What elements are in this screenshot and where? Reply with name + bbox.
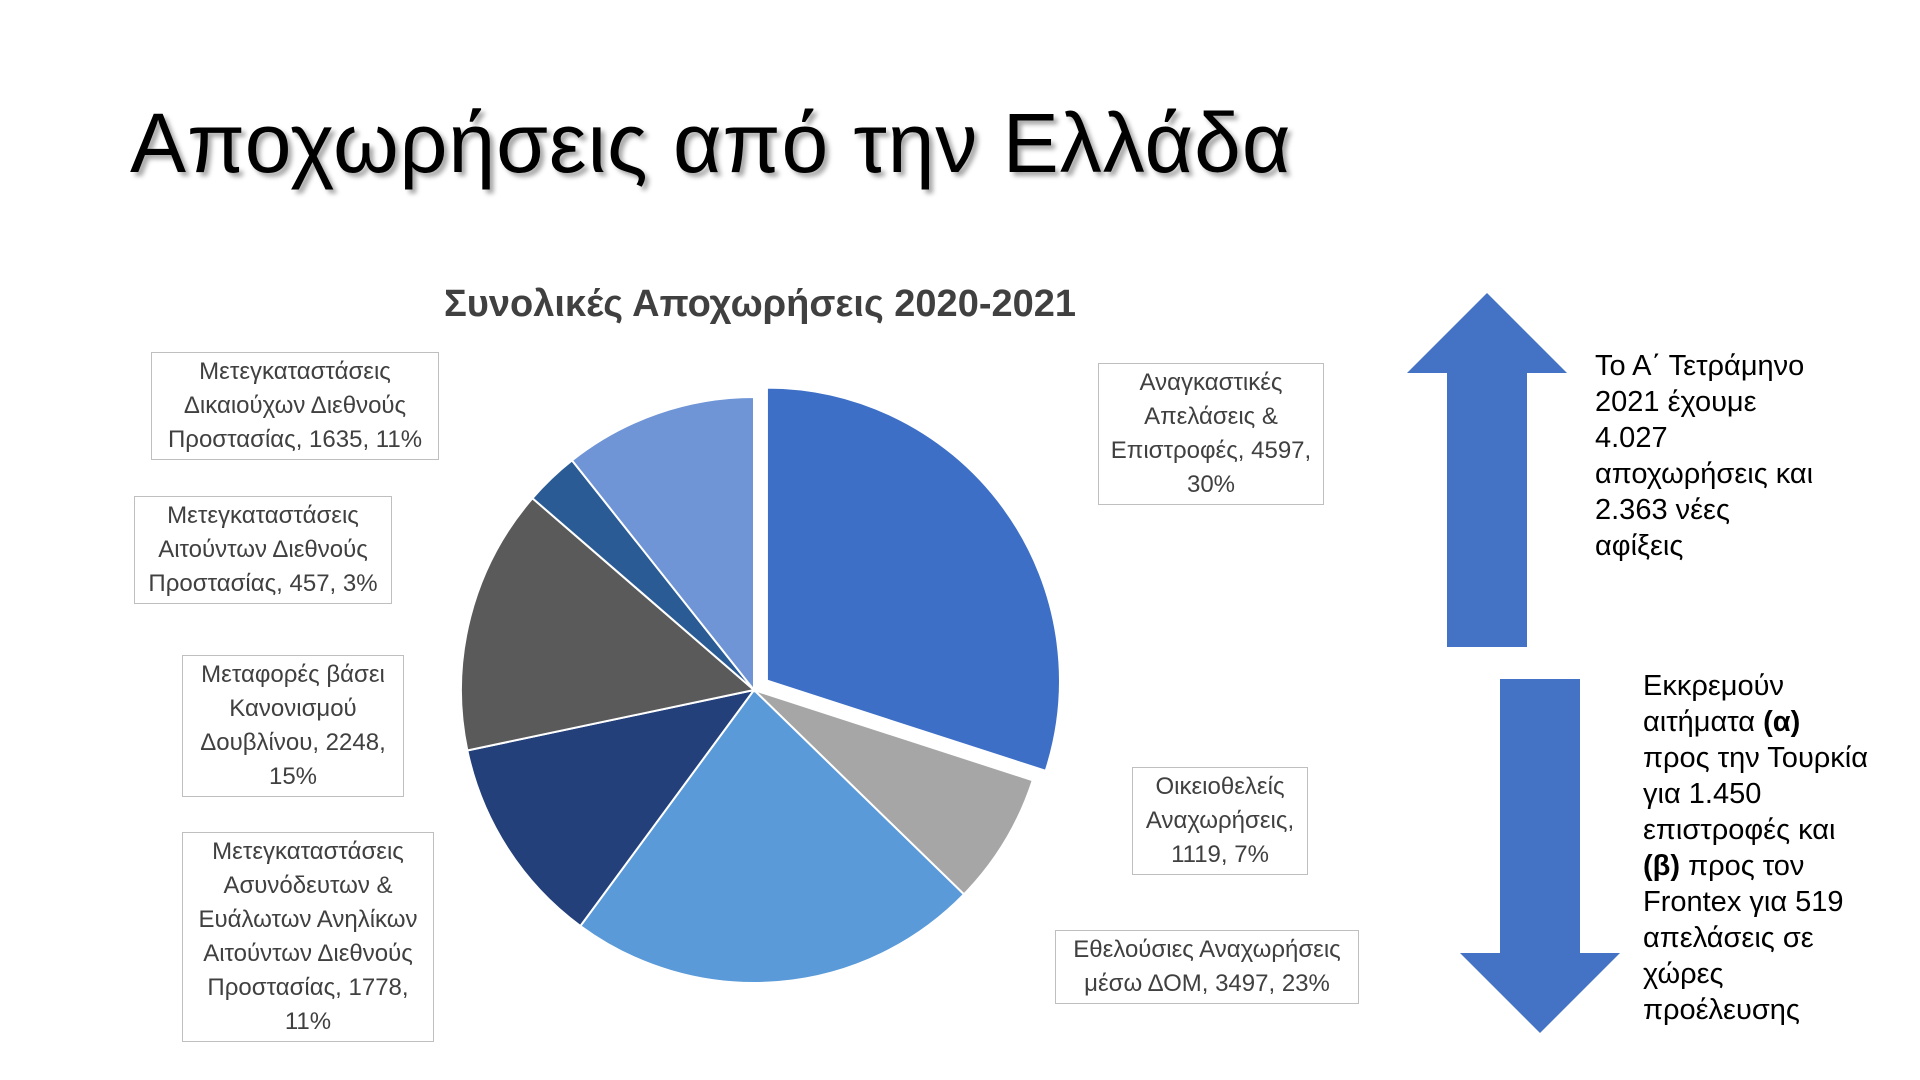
pending-requests-note: Εκκρεμούν αιτήματα (α) προς την Τουρκία … bbox=[1643, 668, 1868, 1028]
note-line: επιστροφές και bbox=[1643, 814, 1836, 846]
label-line: 30% bbox=[1186, 471, 1236, 498]
slice-label-applicants-relocation: Μετεγκαταστάσεις Αιτούντων Διεθνούς Προσ… bbox=[134, 496, 392, 604]
down-arrow-icon bbox=[1460, 679, 1620, 1033]
pie-slice bbox=[753, 689, 1034, 896]
label-line: Αιτούντων Διεθνούς bbox=[158, 536, 368, 563]
first-quarter-note: Το Α΄ Τετράμηνο 2021 έχουμε 4.027 αποχωρ… bbox=[1595, 348, 1813, 564]
pie-slice bbox=[460, 496, 757, 752]
label-line: Προστασίας, 1778, bbox=[207, 974, 409, 1001]
slice-label-iom-departures: Εθελούσιες Αναχωρήσεις μέσω ΔΟΜ, 3497, 2… bbox=[1055, 930, 1359, 1004]
label-line: Αναχωρήσεις, bbox=[1145, 807, 1295, 834]
note-line: 4.027 bbox=[1595, 422, 1668, 454]
pie-slice bbox=[466, 688, 757, 928]
note-line: χώρες bbox=[1643, 958, 1724, 990]
label-line: Προστασίας, 1635, 11% bbox=[167, 426, 423, 453]
label-line: Μετεγκαταστάσεις bbox=[167, 502, 359, 529]
label-line: μέσω ΔΟΜ, 3497, 23% bbox=[1084, 970, 1330, 997]
slice-label-beneficiaries-relocation: Μετεγκαταστάσεις Δικαιούχων Διεθνούς Προ… bbox=[151, 352, 439, 460]
label-line: Επιστροφές, 4597, bbox=[1110, 437, 1312, 464]
note-text: αιτήματα bbox=[1643, 706, 1764, 738]
label-line: Αιτούντων Διεθνούς bbox=[203, 940, 413, 967]
slice-label-voluntary-departures: Οικειοθελείς Αναχωρήσεις, 1119, 7% bbox=[1132, 767, 1308, 875]
note-line: για 1.450 bbox=[1643, 778, 1762, 810]
pie-slice bbox=[765, 386, 1061, 773]
label-line: Δικαιούχων Διεθνούς bbox=[183, 392, 407, 419]
chart-title: Συνολικές Αποχωρήσεις 2020-2021 bbox=[443, 283, 1077, 325]
label-line: Προστασίας, 457, 3% bbox=[148, 570, 378, 597]
slide-title: Αποχωρήσεις από την Ελλάδα bbox=[130, 96, 1292, 190]
label-line: Οικειοθελείς bbox=[1155, 773, 1285, 800]
label-line: 15% bbox=[268, 763, 318, 790]
label-line: Ευάλωτων Ανηλίκων bbox=[198, 906, 418, 933]
note-line: προς την Τουρκία bbox=[1643, 742, 1869, 774]
note-line: προέλευσης bbox=[1643, 994, 1800, 1026]
note-line: Εκκρεμούν bbox=[1643, 670, 1784, 702]
note-line: Frontex για 519 bbox=[1643, 886, 1844, 918]
label-line: Ασυνόδευτων & bbox=[223, 872, 393, 899]
note-line: απελάσεις σε bbox=[1643, 922, 1814, 954]
label-line: Μεταφορές βάσει bbox=[201, 661, 385, 688]
label-line: Εθελούσιες Αναχωρήσεις bbox=[1073, 936, 1341, 963]
note-line: αιτήματα (α) bbox=[1643, 704, 1868, 740]
note-text: προς τον bbox=[1680, 850, 1805, 882]
label-line: Απελάσεις & bbox=[1144, 403, 1278, 430]
label-line: Μετεγκαταστάσεις bbox=[212, 838, 404, 865]
slice-label-unaccompanied-minors: Μετεγκαταστάσεις Ασυνόδευτων & Ευάλωτων … bbox=[182, 832, 434, 1042]
note-line: αφίξεις bbox=[1595, 530, 1684, 562]
up-arrow-icon bbox=[1407, 293, 1567, 647]
label-line: Μετεγκαταστάσεις bbox=[199, 358, 391, 385]
label-line: 1119, 7% bbox=[1171, 841, 1269, 868]
slice-label-dublin-transfers: Μεταφορές βάσει Κανονισμού Δουβλίνου, 22… bbox=[182, 655, 404, 797]
note-line: 2.363 νέες bbox=[1595, 494, 1730, 526]
slice-label-forced-deportations: Αναγκαστικές Απελάσεις & Επιστροφές, 459… bbox=[1098, 363, 1324, 505]
note-line: Το Α΄ Τετράμηνο bbox=[1595, 350, 1805, 382]
label-line: 11% bbox=[284, 1008, 332, 1035]
label-line: Αναγκαστικές bbox=[1139, 369, 1283, 396]
note-line: 2021 έχουμε bbox=[1595, 386, 1757, 418]
label-line: Δουβλίνου, 2248, bbox=[200, 729, 386, 756]
label-line: Κανονισμού bbox=[229, 695, 357, 722]
note-bold: (β) bbox=[1643, 850, 1681, 882]
note-line: (β) προς τον bbox=[1643, 848, 1868, 884]
pie-slice bbox=[578, 688, 966, 984]
pie-slice bbox=[570, 395, 755, 693]
pie-slices bbox=[460, 386, 1061, 984]
note-bold: (α) bbox=[1763, 706, 1801, 738]
note-line: αποχωρήσεις και bbox=[1595, 458, 1814, 490]
